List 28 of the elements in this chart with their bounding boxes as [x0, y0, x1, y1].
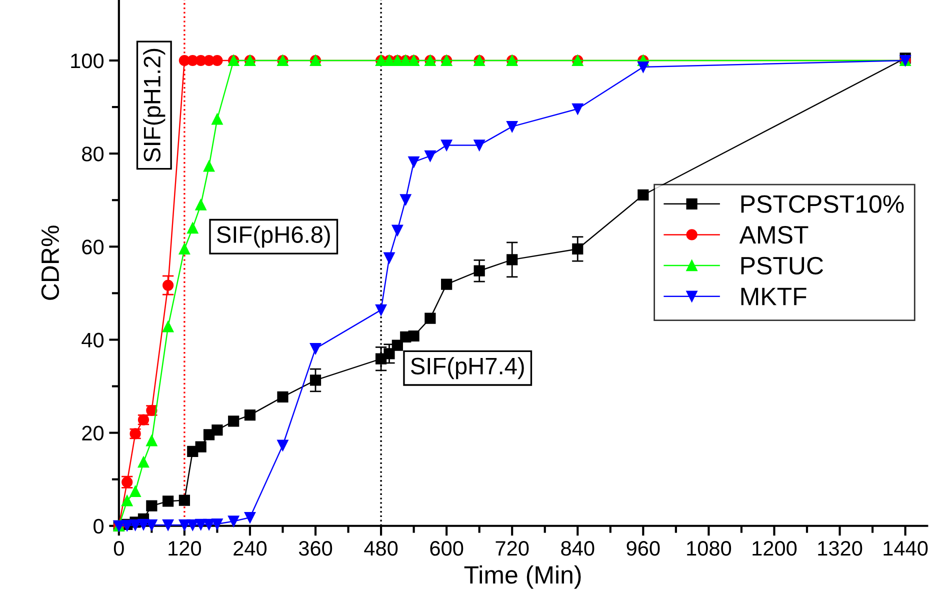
annotation: SIF(pH1.2): [143, 48, 166, 162]
legend-label: PSTCPST10%: [741, 195, 904, 213]
y-tick-label: 100: [71, 54, 104, 68]
legend-label: AMST: [739, 226, 808, 244]
annotation: SIF(pH7.4): [410, 357, 524, 380]
y-tick-label: 20: [82, 426, 104, 441]
x-tick-label: 840: [561, 541, 594, 556]
x-tick-label: 120: [168, 541, 202, 556]
x-tick-label: 960: [626, 541, 660, 556]
x-tick-label: 240: [234, 541, 267, 556]
annotation: SIF(pH6.8): [216, 226, 330, 248]
x-tick-label: 360: [298, 541, 332, 556]
y-tick-label: 80: [82, 146, 104, 162]
x-tick-label: 600: [430, 541, 464, 556]
x-tick-label: 0: [114, 541, 124, 556]
y-axis-title: CDR%: [41, 226, 60, 300]
legend-label: PSTUC: [741, 256, 824, 275]
y-tick-label: 60: [82, 240, 104, 254]
y-tick-label: 0: [94, 518, 104, 534]
x-tick-label: 1320: [818, 541, 862, 556]
y-tick-label: 40: [82, 332, 104, 348]
x-tick-label: 1200: [752, 541, 797, 556]
x-tick-label: 1080: [687, 541, 732, 556]
x-axis-title: Time (Min): [464, 565, 581, 589]
x-tick-label: 480: [364, 541, 398, 556]
legend-label: MKTF: [741, 288, 806, 306]
x-tick-label: 1440: [884, 541, 928, 556]
x-tick-label: 720: [496, 541, 529, 556]
